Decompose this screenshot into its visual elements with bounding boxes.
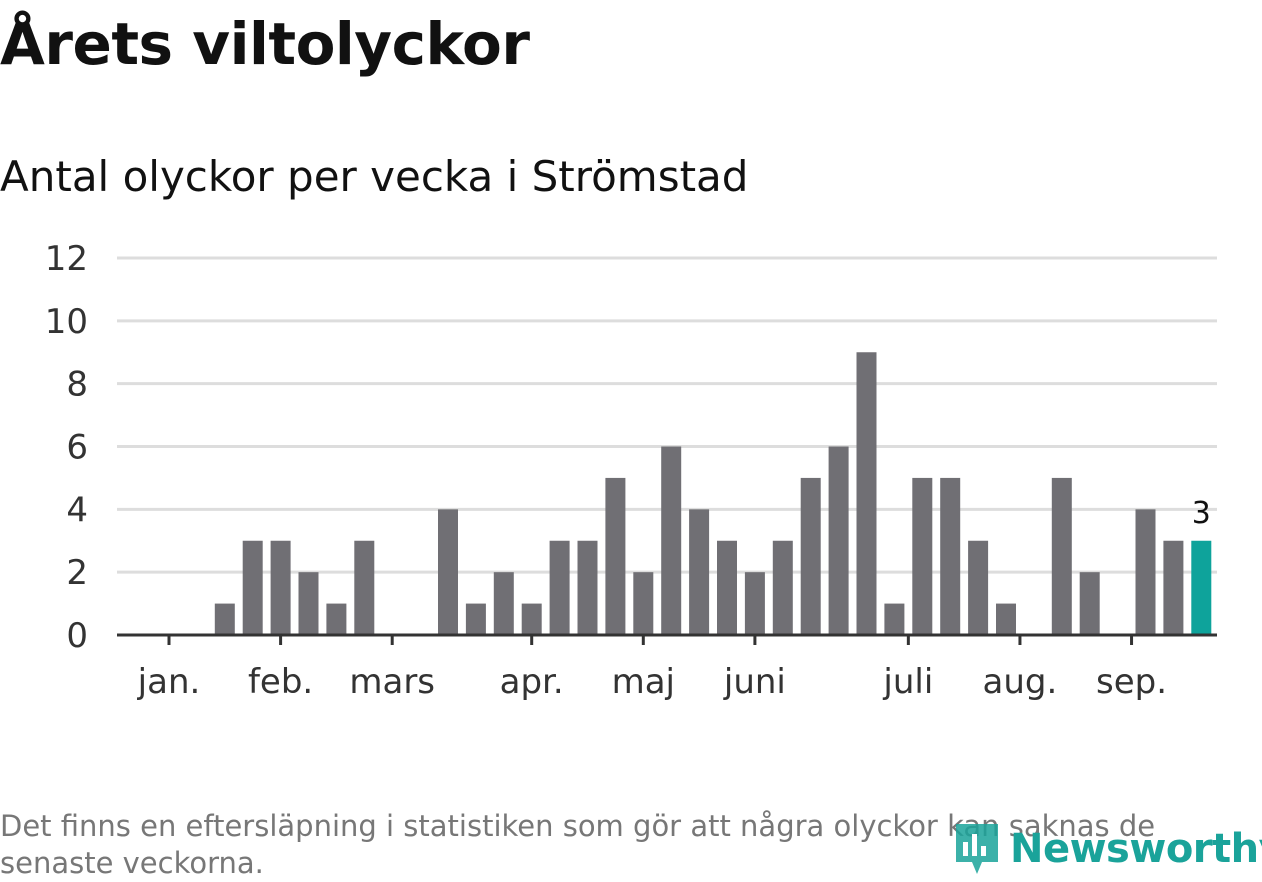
brand-name: Newsworthy — [1010, 826, 1262, 872]
x-tick-label: apr. — [500, 662, 564, 702]
bar — [549, 540, 570, 635]
bar — [856, 352, 877, 635]
bar — [577, 540, 598, 635]
y-tick-label: 4 — [66, 490, 88, 530]
bar — [1079, 572, 1100, 635]
bar — [1163, 540, 1184, 635]
bar — [438, 509, 458, 635]
bar — [912, 477, 933, 635]
y-tick-label: 12 — [45, 239, 88, 279]
bar — [1051, 477, 1072, 635]
bar — [633, 572, 654, 635]
bar — [828, 446, 849, 635]
y-tick-label: 6 — [66, 428, 88, 468]
bar — [884, 603, 905, 635]
bar — [270, 540, 291, 635]
bar — [214, 603, 235, 635]
bar — [605, 477, 626, 635]
x-tick-label: sep. — [1096, 662, 1167, 702]
bar — [1135, 509, 1156, 635]
x-tick-label: maj — [612, 662, 675, 702]
bar — [465, 603, 486, 635]
chart-title: Årets viltolyckor — [0, 10, 530, 78]
x-tick-label: juli — [882, 662, 933, 702]
bar — [326, 603, 347, 635]
bar — [689, 509, 710, 635]
x-tick-label: feb. — [248, 662, 313, 702]
bar — [242, 540, 263, 635]
y-tick-label: 2 — [66, 553, 88, 593]
y-tick-label: 0 — [66, 616, 88, 656]
bar — [521, 603, 542, 635]
highlighted-bar — [1191, 540, 1212, 635]
bar — [940, 477, 961, 635]
bar — [354, 540, 375, 635]
bar — [968, 540, 989, 635]
bar — [717, 540, 737, 635]
newsworthy-logo-icon — [956, 824, 998, 874]
bar — [996, 603, 1016, 635]
x-tick-label: juni — [723, 662, 786, 702]
bar — [493, 572, 514, 635]
bar — [744, 572, 765, 635]
chart-subtitle: Antal olyckor per vecka i Strömstad — [0, 152, 749, 201]
bar-chart: 0 2 4 6 8 10 12 3 jan. feb. mars apr. maj juni juli aug… — [45, 239, 1217, 702]
bar — [298, 572, 319, 635]
bar — [800, 477, 821, 635]
bar — [772, 540, 793, 635]
x-tick-label: jan. — [137, 662, 201, 702]
brand-logo: Newsworthy — [952, 820, 1262, 878]
y-tick-label: 10 — [45, 302, 88, 342]
y-tick-label: 8 — [66, 365, 88, 405]
x-tick-label: mars — [349, 662, 435, 702]
bar — [661, 446, 682, 635]
x-tick-label: aug. — [983, 662, 1058, 702]
bar-value-label: 3 — [1192, 496, 1211, 531]
